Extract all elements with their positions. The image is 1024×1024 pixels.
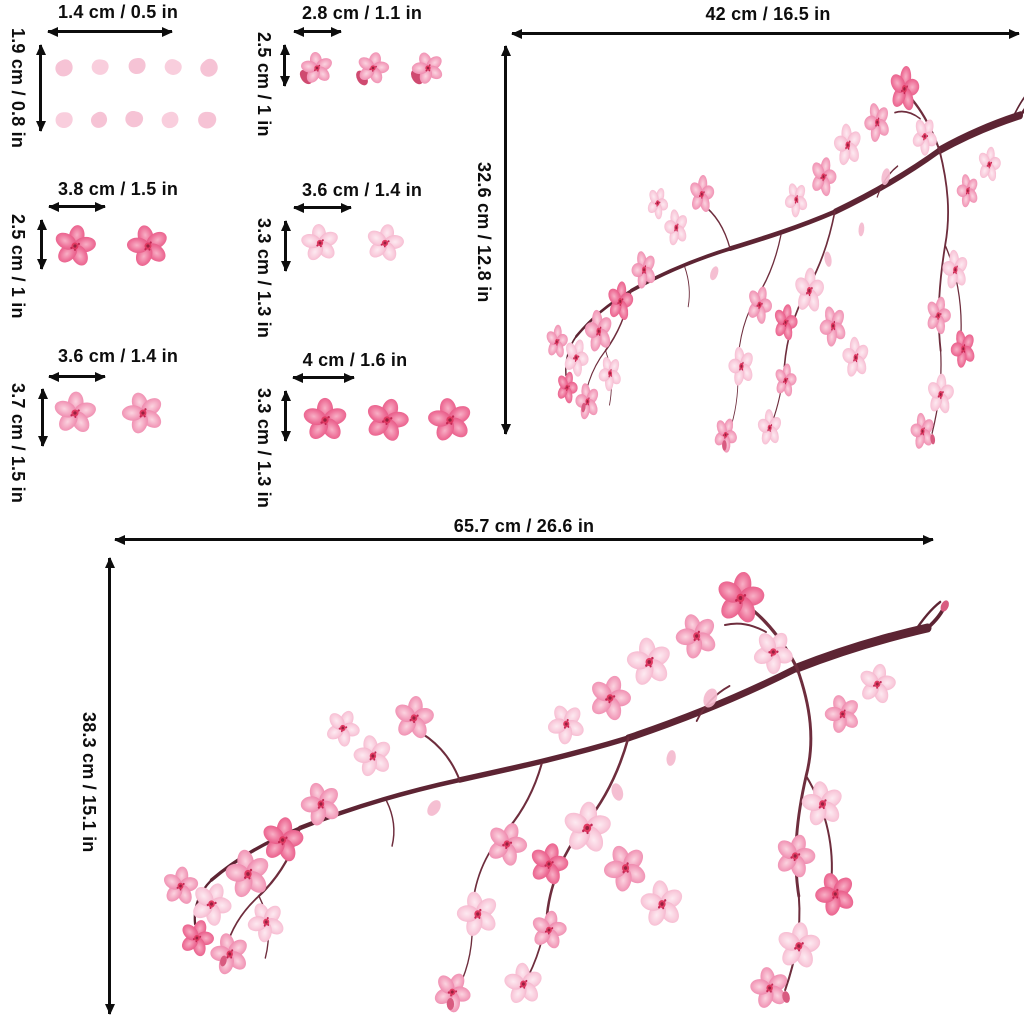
deep-pink-flowers-height-label: 2.5 cm / 1 in	[8, 214, 28, 319]
small-branch-width-arrow	[512, 32, 1019, 35]
light-pink-flowers-artwork	[297, 220, 409, 267]
light-pink-flowers-width-arrow	[294, 206, 351, 209]
mini-blossoms-width-arrow	[294, 30, 341, 33]
petal-sheet-artwork	[53, 55, 222, 131]
large-branch-width-label: 65.7 cm / 26.6 in	[453, 516, 595, 536]
mini-blossoms-width-label: 2.8 cm / 1.1 in	[301, 3, 423, 23]
mini-blossoms-artwork	[297, 46, 450, 90]
medium-flowers-height-label: 3.7 cm / 1.5 in	[8, 383, 28, 504]
petal-sheet-width-arrow	[48, 30, 172, 33]
medium-flowers-height-arrow	[41, 389, 44, 446]
petal-sheet-height-arrow	[39, 45, 42, 131]
small-branch-height-label: 32.6 cm / 12.8 in	[474, 162, 494, 303]
medium-flowers-width-arrow	[49, 375, 105, 378]
deep-pink-flowers-width-arrow	[49, 205, 105, 208]
flower-trio-height-label: 3.3 cm / 1.3 in	[254, 388, 274, 509]
medium-flowers-artwork	[50, 386, 171, 441]
large-branch-artwork	[159, 567, 950, 1021]
mini-blossoms-height-arrow	[283, 45, 286, 86]
petal-sheet-height-label: 1.9 cm / 0.8 in	[8, 28, 28, 149]
flower-trio-artwork	[301, 392, 478, 448]
flower-trio-width-label: 4 cm / 1.6 in	[302, 350, 408, 370]
mini-blossoms-height-label: 2.5 cm / 1 in	[254, 32, 274, 137]
flower-trio-width-arrow	[293, 376, 354, 379]
small-branch-width-label: 42 cm / 16.5 in	[705, 4, 831, 24]
petal-sheet-width-label: 1.4 cm / 0.5 in	[57, 2, 179, 22]
small-branch-artwork	[544, 62, 1024, 460]
flower-trio-height-arrow	[284, 391, 287, 441]
deep-pink-flowers-width-label: 3.8 cm / 1.5 in	[57, 179, 179, 199]
small-branch-height-arrow	[504, 46, 507, 434]
large-branch-height-label: 38.3 cm / 15.1 in	[79, 712, 99, 853]
large-branch-height-arrow	[108, 558, 111, 1014]
deep-pink-flowers-artwork	[49, 220, 175, 273]
light-pink-flowers-width-label: 3.6 cm / 1.4 in	[301, 180, 423, 200]
light-pink-flowers-height-arrow	[284, 221, 287, 271]
light-pink-flowers-height-label: 3.3 cm / 1.3 in	[254, 218, 274, 339]
large-branch-width-arrow	[115, 538, 933, 541]
medium-flowers-width-label: 3.6 cm / 1.4 in	[57, 346, 179, 366]
deep-pink-flowers-height-arrow	[40, 220, 43, 269]
